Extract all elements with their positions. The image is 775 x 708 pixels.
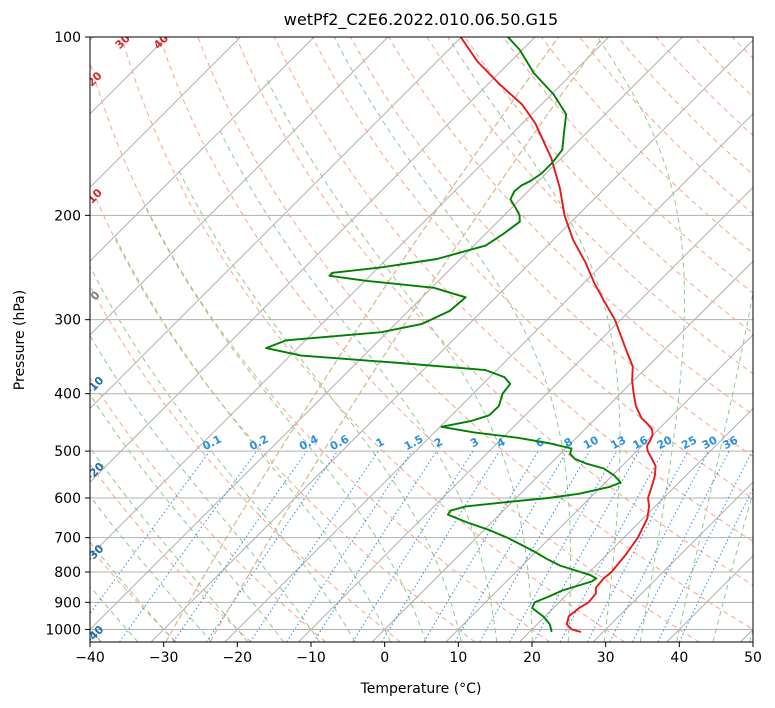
isotherm-lines (90, 37, 753, 642)
dewpoint-profile-line (265, 37, 622, 633)
temperature-profile-line (459, 37, 657, 633)
dry-adiabat (90, 546, 177, 642)
isotherm-line (90, 37, 536, 483)
moist-adiabat (178, 170, 462, 642)
chart-title: wetPf2_C2E6.2022.010.06.50.G15 (284, 10, 558, 30)
profile-series (265, 37, 657, 633)
moist-adiabat (90, 495, 212, 642)
dry-adiabat (235, 37, 753, 586)
x-tick-label: 10 (449, 650, 467, 666)
mixing-ratio-line (657, 450, 753, 642)
mixing-ratio-label: 20 (655, 433, 675, 452)
y-tick-label: 1000 (45, 622, 81, 638)
x-tick-label: 30 (597, 650, 615, 666)
dry-adiabat (502, 37, 753, 294)
dry-adiabat (90, 182, 476, 642)
moist-adiabat (90, 334, 320, 642)
x-axis-ticks: −40 −30 −20 −10 0 10 20 30 40 50 (75, 642, 762, 666)
x-tick-label: 0 (380, 650, 389, 666)
isotherm-line (90, 37, 462, 410)
y-tick-label: 700 (54, 531, 81, 547)
x-tick-label: −20 (223, 650, 253, 666)
moist-adiabat (113, 234, 391, 642)
moist-adiabat (597, 37, 685, 642)
mixing-ratio-line (90, 450, 211, 615)
isotherm-line (90, 37, 315, 262)
mixing-ratio-line (172, 450, 308, 642)
y-axis-label: Pressure (hPa) (12, 290, 28, 390)
mixing-ratio-line (205, 450, 338, 642)
mixing-ratio-lines (90, 450, 753, 642)
mixing-ratio-label: 13 (609, 433, 629, 452)
moist-adiabat (90, 265, 356, 642)
isotherm-line (90, 37, 241, 189)
isotherm-line (445, 334, 753, 642)
isotherm-line (224, 113, 753, 642)
moist-adiabat (143, 204, 427, 642)
dry-adiabat (159, 37, 700, 642)
mixing-ratio-line (249, 450, 379, 642)
mixing-ratio-line (632, 450, 730, 642)
moist-adiabat-lines (90, 37, 753, 642)
dry-adiabat (90, 376, 327, 642)
mixing-ratio-line (286, 450, 413, 642)
x-axis-label: Temperature (°C) (360, 681, 482, 697)
isotherm-line (519, 407, 753, 642)
mixing-ratio-label: 16 (631, 433, 651, 452)
reference-curve (165, 37, 559, 642)
y-tick-label: 400 (54, 387, 81, 403)
reference-curves (165, 37, 604, 642)
isotherm-line (592, 481, 753, 642)
dry-adiabat (90, 463, 252, 642)
dry-adiabat (273, 37, 753, 543)
dry-adiabat-lines (90, 37, 753, 642)
y-tick-label: 600 (54, 491, 81, 507)
plot-frame (89, 36, 754, 643)
mixing-ratio-label: 25 (679, 433, 699, 452)
dry-adiabat (90, 60, 551, 642)
mixing-ratio-line (381, 450, 500, 642)
y-axis-ticks: 100 200 300 400 500 600 700 800 900 1000 (45, 30, 90, 638)
moist-adiabat (90, 541, 176, 642)
moist-adiabat (219, 130, 498, 642)
mixing-ratio-label: 10 (581, 433, 601, 452)
isotherm-line (90, 37, 389, 336)
x-tick-label: 20 (523, 650, 541, 666)
mixing-ratio-line (313, 450, 438, 642)
dry-adiabat (388, 37, 753, 416)
mixing-ratio-line (352, 450, 474, 642)
isotherm-line (371, 260, 753, 642)
mixing-ratio-line (509, 450, 618, 642)
y-tick-label: 800 (54, 565, 81, 581)
x-tick-label: −30 (149, 650, 179, 666)
isotherm-line (150, 39, 753, 642)
dry-adiabat (90, 284, 401, 642)
y-tick-label: 200 (54, 208, 81, 224)
mixing-ratio-line (119, 450, 258, 642)
reference-curve (209, 37, 604, 642)
dry-adiabat (121, 37, 625, 642)
mixing-ratio-label: 30 (700, 433, 720, 452)
moist-adiabat (90, 446, 248, 642)
x-tick-label: 50 (744, 650, 762, 666)
dry-adiabat (197, 37, 753, 630)
mixing-ratio-line (533, 450, 640, 642)
y-tick-label: 900 (54, 595, 81, 611)
moist-adiabat (333, 37, 572, 642)
moist-adiabat (90, 585, 139, 642)
y-tick-label: 100 (54, 30, 81, 46)
isotherm-line (90, 37, 683, 631)
x-tick-label: −10 (296, 650, 326, 666)
mixing-ratio-line (559, 450, 664, 642)
y-tick-label: 300 (54, 313, 81, 329)
y-tick-label: 500 (54, 444, 81, 460)
x-tick-label: −40 (75, 650, 105, 666)
x-tick-label: 40 (670, 650, 688, 666)
mixing-ratio-label: 36 (721, 433, 741, 452)
